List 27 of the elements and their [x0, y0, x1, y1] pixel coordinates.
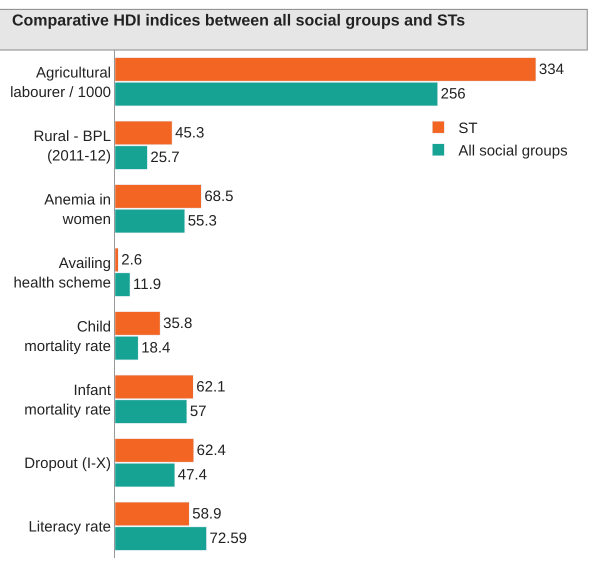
data-label: 58.9 — [192, 505, 222, 522]
y-tick-label: Dropout (I-X) — [24, 455, 111, 472]
y-tick-label: Rural - BPL (2011-12) — [33, 128, 111, 164]
data-label: 57 — [190, 403, 207, 420]
data-label: 11.9 — [133, 276, 162, 294]
data-label: 62.1 — [196, 378, 226, 396]
data-label: 25.7 — [150, 149, 180, 166]
y-tick-label: Child mortality rate — [24, 318, 111, 355]
y-tick-label: Anemia in women — [44, 191, 111, 228]
data-label: 62.4 — [196, 442, 226, 459]
data-label: 72.59 — [209, 530, 248, 548]
data-label: 55.3 — [188, 212, 217, 230]
y-tick-label: Agricultural labourer / 1000 — [10, 64, 111, 101]
chart-title: Comparative HDI indices between all social groups and STs — [12, 12, 466, 30]
legend-label: All social groups — [458, 142, 568, 160]
data-label: 334 — [538, 60, 564, 78]
y-tick-label: Literacy rate — [28, 518, 111, 536]
data-label: 18.4 — [141, 340, 170, 357]
data-label: 256 — [440, 86, 466, 103]
data-label: 47.4 — [178, 466, 207, 484]
legend-label: ST — [458, 120, 478, 138]
data-label: 45.3 — [175, 124, 204, 142]
y-tick-label: Infant mortality rate — [24, 382, 112, 418]
y-tick-label: Availing health scheme — [13, 254, 111, 292]
data-label: 2.6 — [121, 251, 142, 268]
data-label: 68.5 — [204, 188, 234, 205]
data-label: 35.8 — [163, 314, 192, 332]
